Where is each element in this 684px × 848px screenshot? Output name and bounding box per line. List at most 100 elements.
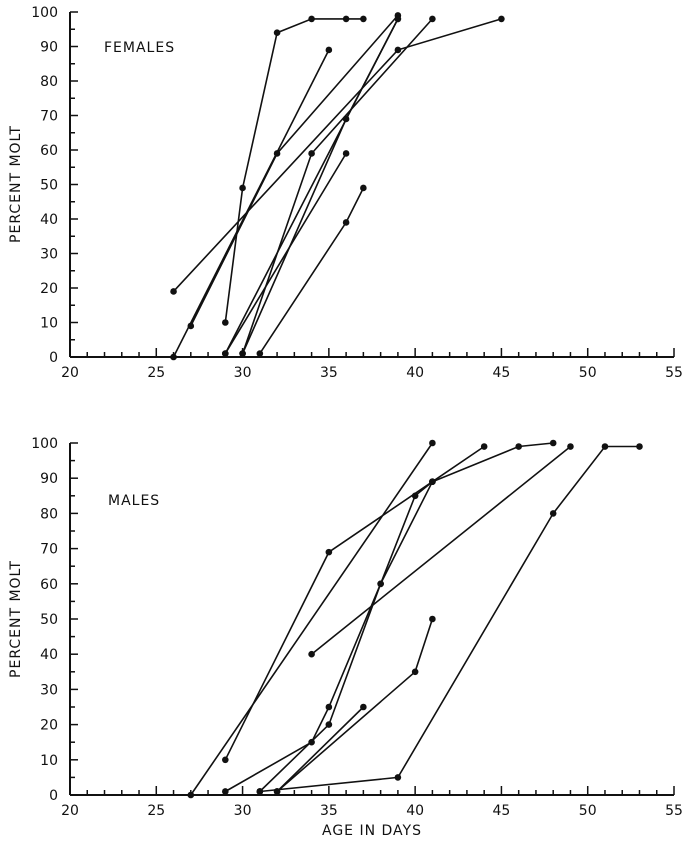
data-point [342,115,350,123]
data-point [601,443,609,450]
x-tick-label: 25 [147,365,165,381]
y-tick-label: 70 [40,542,58,558]
y-tick-label: 70 [40,109,58,125]
x-tick-label: 55 [665,365,683,381]
data-point [256,350,264,357]
data-point [498,15,505,23]
series-line-3 [190,14,399,327]
y-tick-label: 40 [40,212,58,228]
y-tick-label: 90 [40,471,58,487]
series-line-1 [190,442,434,796]
data-point [308,15,315,23]
y-tick-label: 40 [40,647,58,663]
y-tick-label: 90 [40,40,58,56]
series-line-4 [259,481,433,793]
x-axis-title: AGE IN DAYS [322,823,422,839]
data-point [480,443,488,450]
panel-label: MALES [108,493,160,509]
series-line-8 [259,445,640,793]
data-point [170,288,177,295]
y-tick-label: 30 [40,682,58,698]
y-tick-label: 60 [40,143,58,159]
data-point [429,15,436,23]
y-tick-label: 80 [40,506,58,522]
data-point [515,443,522,450]
y-tick-label: 10 [40,316,58,332]
data-point [222,319,229,326]
series-line-8 [241,18,399,354]
x-tick-label: 50 [579,803,597,819]
x-tick-label: 40 [406,365,424,381]
series-line-2 [224,445,485,761]
y-axis-title: PERCENT MOLT [8,560,24,678]
y-tick-label: 10 [40,753,58,769]
y-tick-label: 20 [40,718,58,734]
data-point [360,703,367,711]
x-tick-label: 30 [234,365,252,381]
data-point [567,443,574,450]
data-point [239,350,246,357]
x-tick-label: 20 [61,803,79,819]
series-line-6 [224,153,347,355]
x-tick-label: 20 [61,365,79,381]
x-tick-label: 30 [234,803,252,819]
females-panel: 20 25 30 35 40 45 50 55 0 10 20 30 40 50 60 70 80 90 100 PE… [8,5,683,381]
x-tick-label: 35 [320,803,338,819]
data-point [360,184,367,192]
data-point [325,721,333,728]
data-point [308,650,315,658]
data-point [342,219,350,226]
series-line-3 [224,442,554,793]
x-tick-label: 45 [493,365,511,381]
x-tick-label: 25 [147,803,165,819]
data-point [222,756,229,764]
data-point [549,439,557,447]
data-point [429,478,436,486]
series-line-7 [311,445,572,655]
y-tick-label: 100 [31,5,58,21]
data-point [325,46,333,54]
data-point [325,548,333,556]
x-tick-label: 45 [493,803,511,819]
data-point [342,150,350,157]
data-point [549,510,557,517]
data-point [308,150,315,157]
y-axis-title: PERCENT MOLT [8,125,24,243]
y-tick-label: 30 [40,247,58,263]
data-point [239,184,246,192]
x-tick-label: 55 [665,803,683,819]
y-tick-label: 0 [49,788,58,804]
males-panel: 20 25 30 35 40 45 50 55 0 10 20 30 40 50 60 70 80 90 100 PE… [8,436,683,839]
panel-label: FEMALES [104,40,175,56]
data-point [394,774,402,781]
series-line-1 [172,18,502,292]
y-tick-label: 80 [40,74,58,90]
x-tick-label: 50 [579,365,597,381]
data-point [256,788,264,795]
series-line-2 [172,49,330,358]
data-point [222,788,229,795]
y-tick-label: 60 [40,577,58,593]
y-tick-label: 20 [40,281,58,297]
y-tick-label: 50 [40,178,58,194]
data-point [394,15,402,23]
x-tick-label: 35 [320,365,338,381]
data-point [273,150,281,157]
data-point [636,443,643,450]
data-point [377,580,384,588]
data-point [394,46,402,54]
data-point [325,703,333,711]
data-point [342,15,350,23]
y-tick-label: 50 [40,612,58,628]
data-point [429,615,436,623]
data-point [411,492,419,500]
data-point [429,439,436,447]
data-point [411,668,419,676]
data-point [273,29,281,36]
y-tick-label: 100 [31,436,58,452]
y-tick-label: 0 [49,350,58,366]
data-point [360,15,367,23]
data-point [187,791,195,799]
